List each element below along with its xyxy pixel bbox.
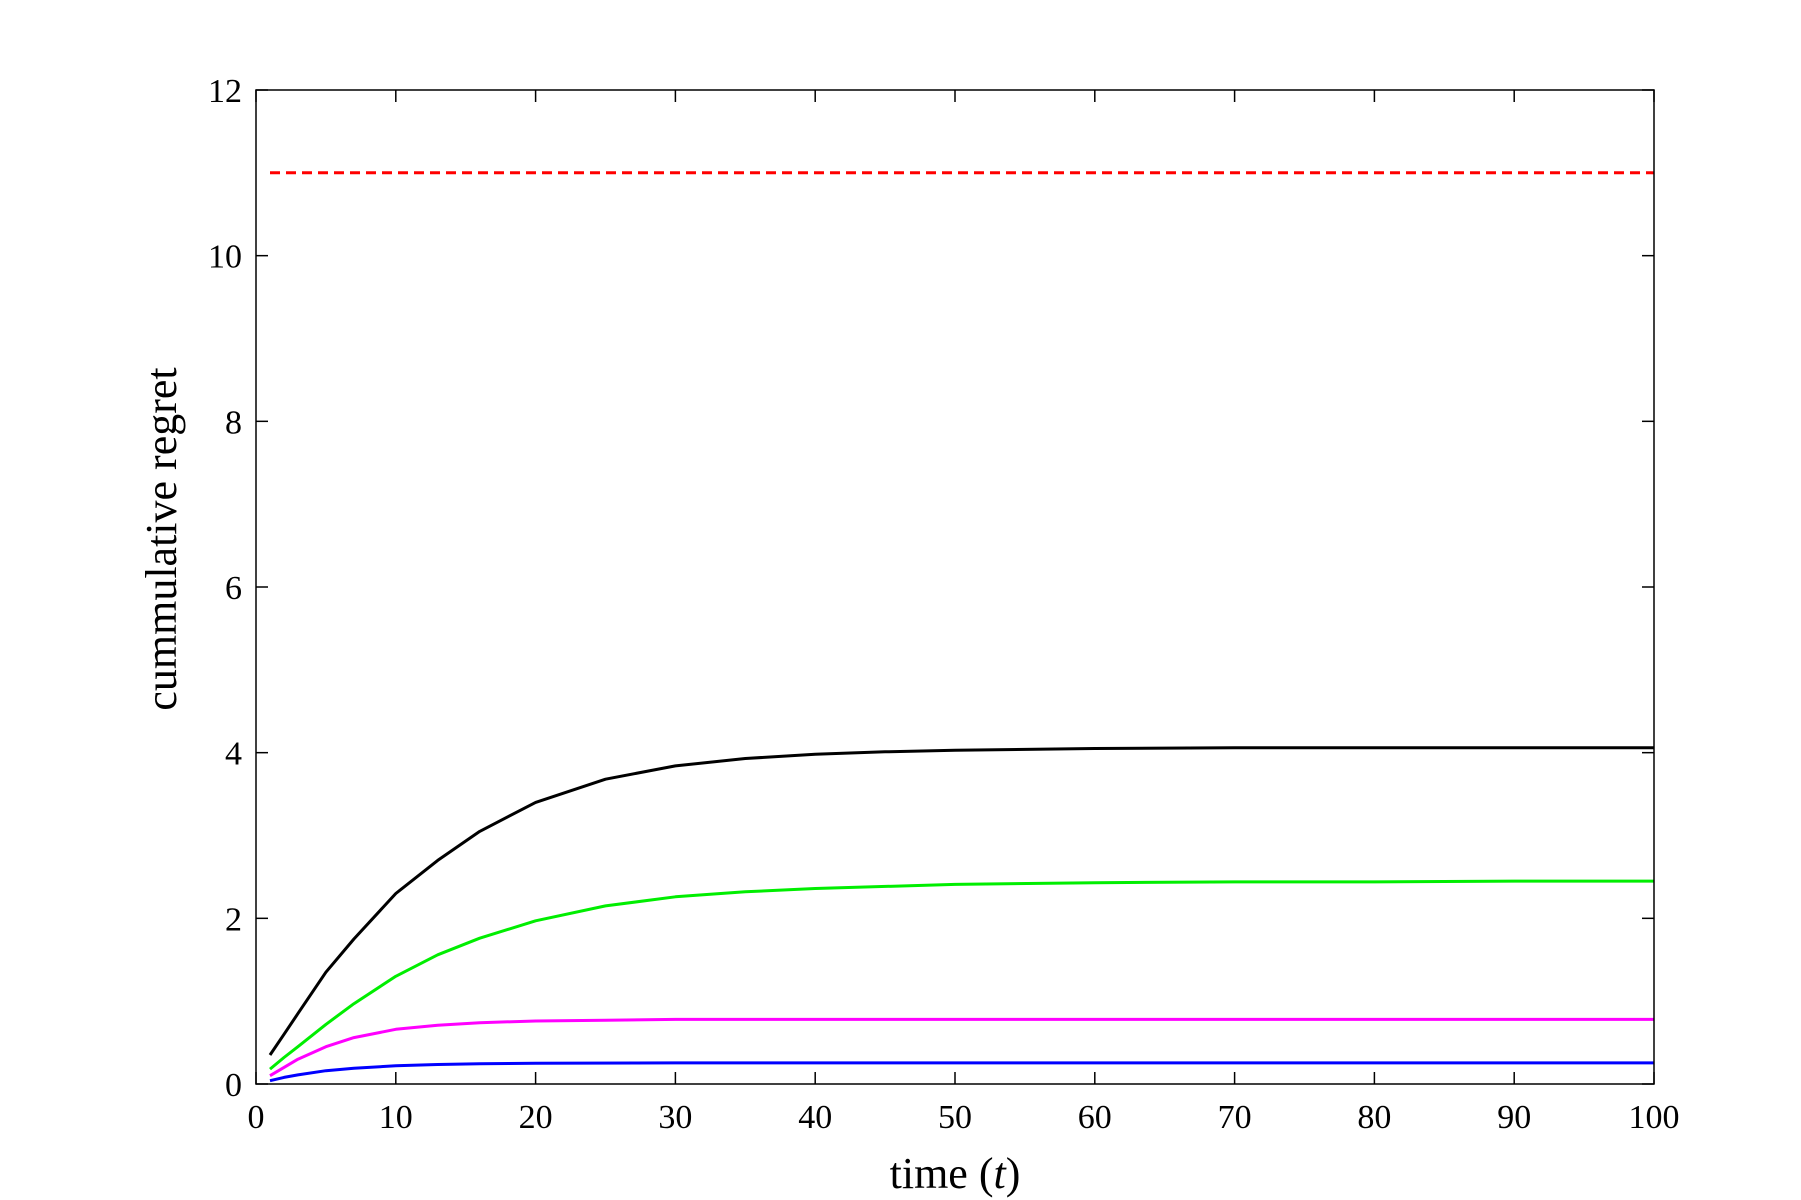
series-line-3 <box>269 1017 1654 1077</box>
x-tick-label: 30 <box>658 1099 692 1136</box>
x-tick-label: 20 <box>519 1099 553 1136</box>
x-tick-label: 100 <box>1629 1099 1680 1136</box>
x-tick-label: 70 <box>1218 1099 1252 1136</box>
y-axis-label: cummulative regret <box>137 367 186 710</box>
x-axis-label-text: time ( <box>890 1149 994 1198</box>
x-tick-label: 80 <box>1357 1099 1391 1136</box>
x-tick-label: 0 <box>248 1099 265 1136</box>
x-axis-label: time (t) <box>890 1149 1021 1198</box>
tick-layer: 0 10 20 30 40 50 60 70 80 90 100 0 2 4 6 8 10 12 <box>208 73 1680 1136</box>
x-tick-label: 50 <box>938 1099 972 1136</box>
y-tick-label: 0 <box>225 1067 242 1104</box>
series-line-4 <box>269 1061 1654 1083</box>
series-line-1 <box>268 746 1654 1056</box>
y-tick-label: 6 <box>225 570 242 607</box>
x-tick-label: 40 <box>798 1099 832 1136</box>
series-line-2 <box>269 879 1654 1071</box>
plot-background <box>256 90 1654 1084</box>
y-tick-label: 12 <box>208 73 242 110</box>
y-tick-label: 8 <box>225 404 242 441</box>
series-layer <box>268 171 1654 1083</box>
y-tick-label: 2 <box>225 901 242 938</box>
x-axis-label-var: t <box>993 1149 1007 1198</box>
y-tick-label: 4 <box>225 736 242 773</box>
x-tick-label: 10 <box>379 1099 413 1136</box>
x-tick-label: 60 <box>1078 1099 1112 1136</box>
x-tick-label: 90 <box>1497 1099 1531 1136</box>
y-tick-label: 10 <box>208 239 242 276</box>
x-axis-label-close: ) <box>1006 1149 1021 1198</box>
